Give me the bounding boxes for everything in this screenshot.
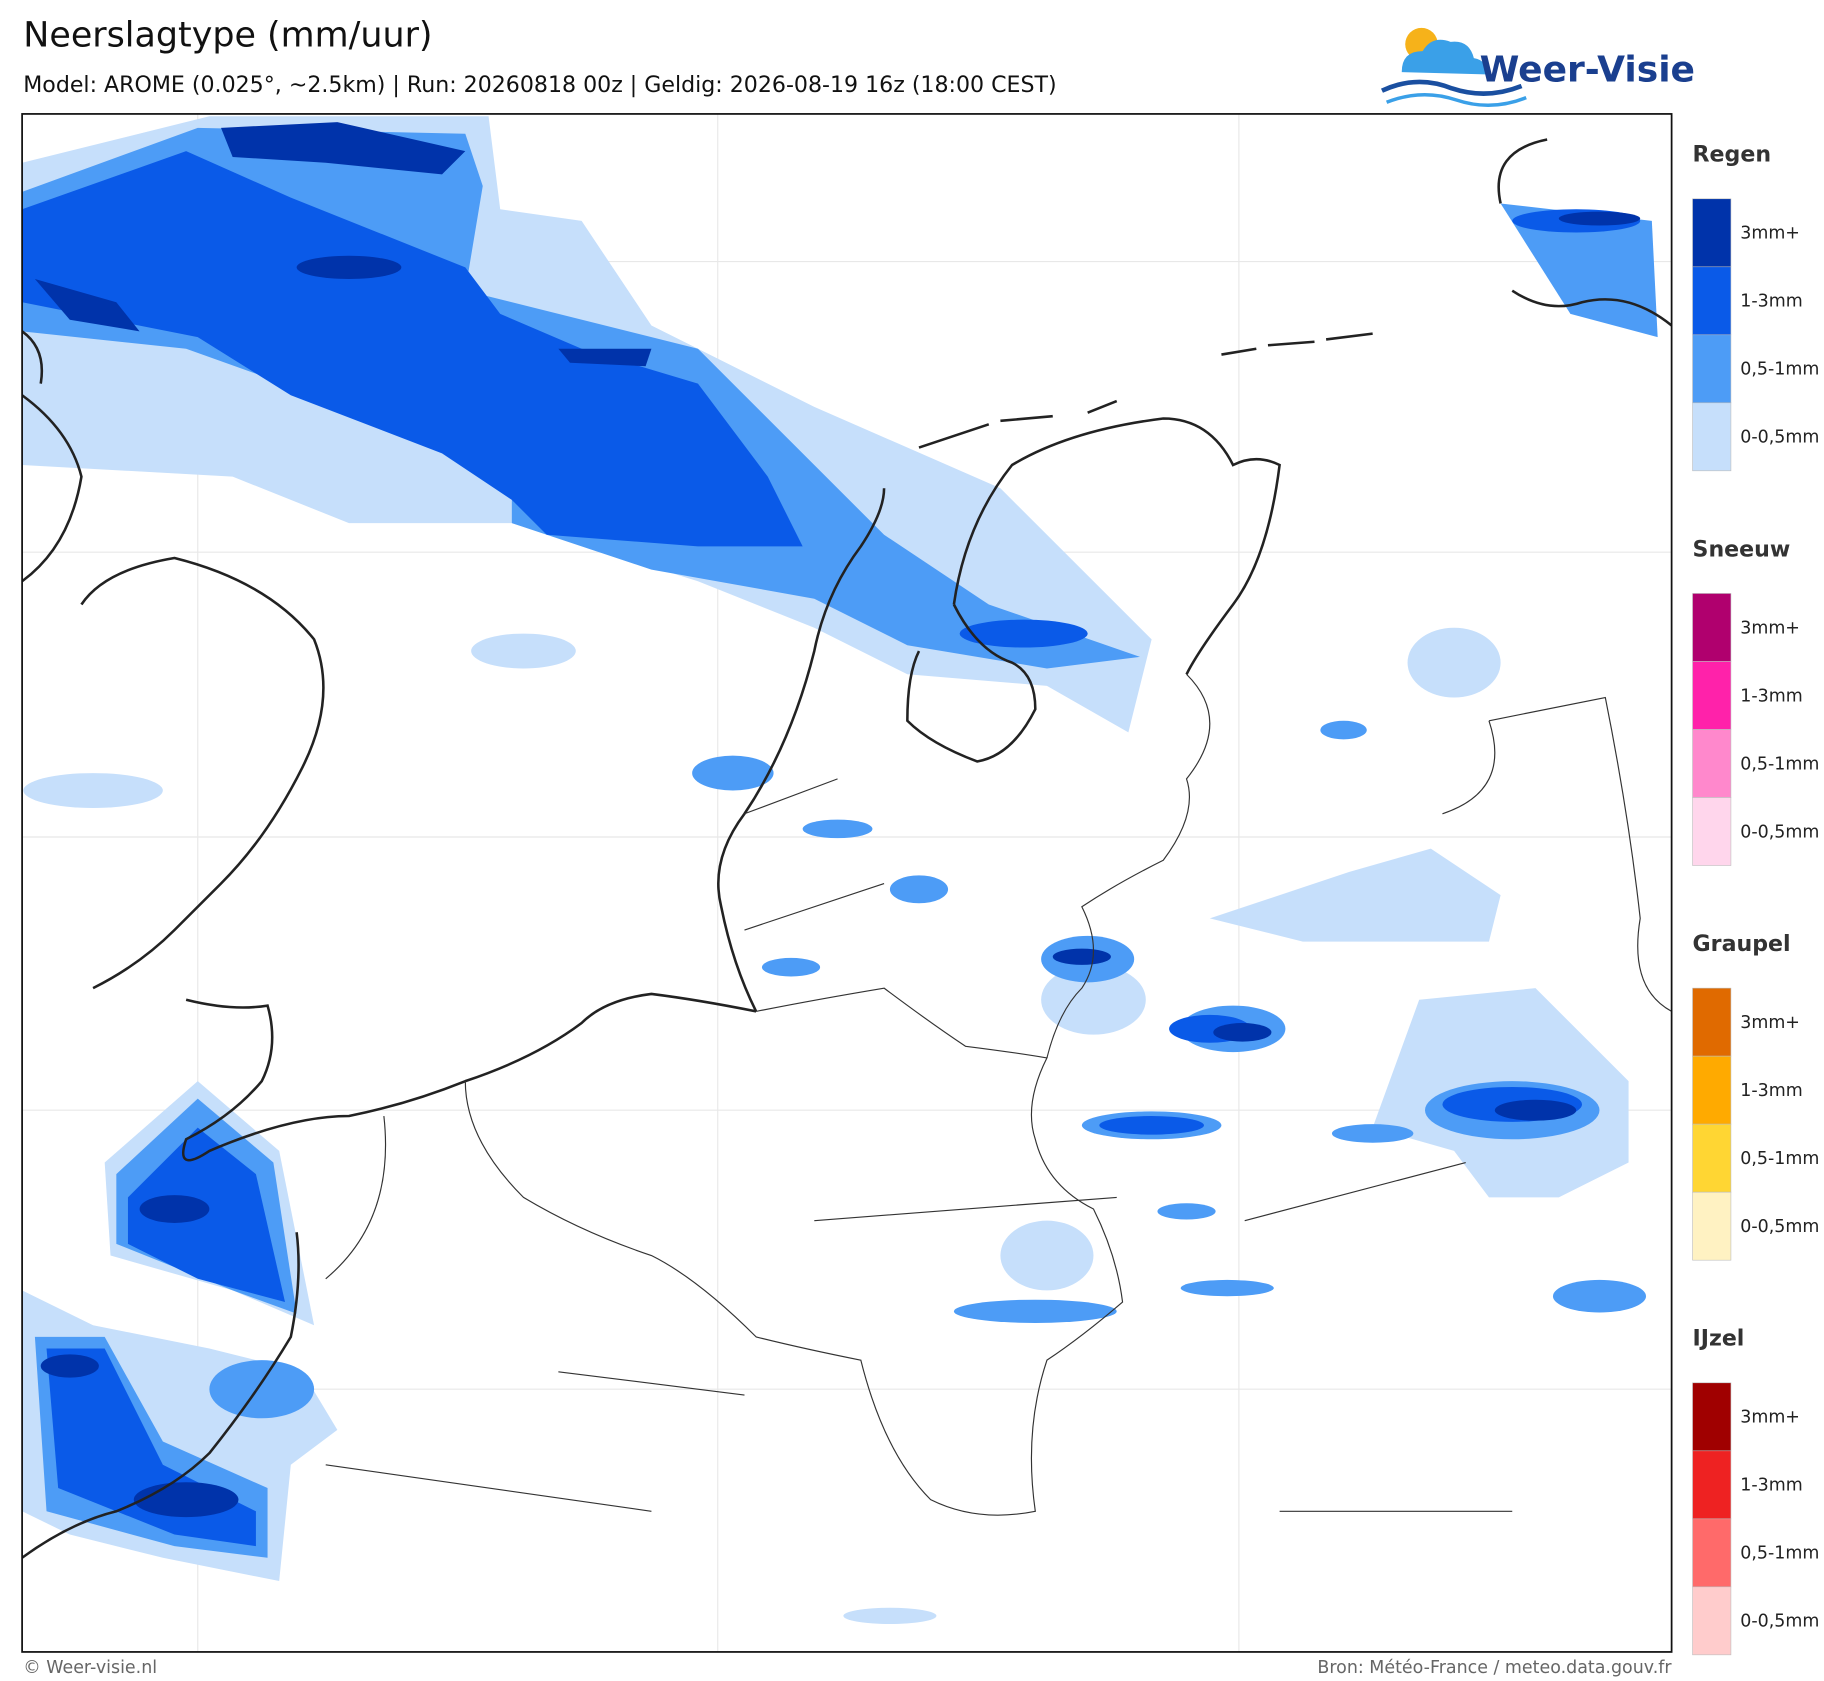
legend-title: IJzel [1693, 1326, 1745, 1352]
legend-label: 0,5-1mm [1740, 1544, 1819, 1564]
legend-swatch [1692, 1382, 1732, 1452]
legend-label: 3mm+ [1740, 224, 1800, 244]
legend-swatch [1692, 1518, 1732, 1588]
legend-swatch [1692, 987, 1732, 1057]
subtitle: Model: AROME (0.025°, ~2.5km) | Run: 202… [23, 72, 1056, 98]
logo-text: Weer-Visie [1480, 49, 1695, 90]
legend-title: Sneeuw [1693, 536, 1791, 562]
legend-label: 0-0,5mm [1740, 428, 1819, 448]
legend-swatch [1692, 1191, 1732, 1261]
legend-label: 1-3mm [1740, 1476, 1802, 1496]
legend-swatch [1692, 266, 1732, 336]
legend-label: 0-0,5mm [1740, 822, 1819, 842]
legend-swatch [1692, 402, 1732, 472]
legend-label: 0,5-1mm [1740, 360, 1819, 380]
legend-label: 0,5-1mm [1740, 754, 1819, 774]
legend-swatch [1692, 1586, 1732, 1656]
legend-title: Graupel [1693, 931, 1791, 957]
legend-label: 0-0,5mm [1740, 1217, 1819, 1237]
legend-swatch [1692, 797, 1732, 866]
legend: Regen 3mm+ 1-3mm 0,5-1mm 0-0,5mm Sneeuw 3mm+ 1-… [1692, 142, 1819, 1656]
legend-label: 0-0,5mm [1740, 1612, 1819, 1632]
legend-swatch [1692, 198, 1732, 268]
legend-label: 1-3mm [1740, 292, 1802, 312]
legend-swatch [1692, 334, 1732, 404]
legend-label: 3mm+ [1740, 1408, 1800, 1428]
legend-label: 3mm+ [1740, 618, 1800, 638]
legend-swatch [1692, 1055, 1732, 1125]
legend-label: 3mm+ [1740, 1013, 1800, 1033]
logo-icon [1380, 27, 1527, 108]
footer-right: Bron: Météo-France / meteo.data.gouv.fr [1317, 1658, 1672, 1678]
legend-title: Regen [1693, 142, 1772, 168]
legend-label: 0,5-1mm [1740, 1149, 1819, 1169]
legend-label: 1-3mm [1740, 1081, 1802, 1101]
legend-swatch [1692, 1123, 1732, 1193]
legend-label: 1-3mm [1740, 686, 1802, 706]
legend-swatch [1692, 661, 1732, 730]
footer-left: © Weer-visie.nl [23, 1658, 157, 1678]
legend-swatch [1692, 1450, 1732, 1520]
title: Neerslagtype (mm/uur) [23, 16, 432, 56]
legend-swatch [1692, 729, 1732, 798]
map-frame [21, 113, 1673, 1653]
map [22, 113, 1672, 1652]
legend-swatch [1692, 593, 1732, 662]
